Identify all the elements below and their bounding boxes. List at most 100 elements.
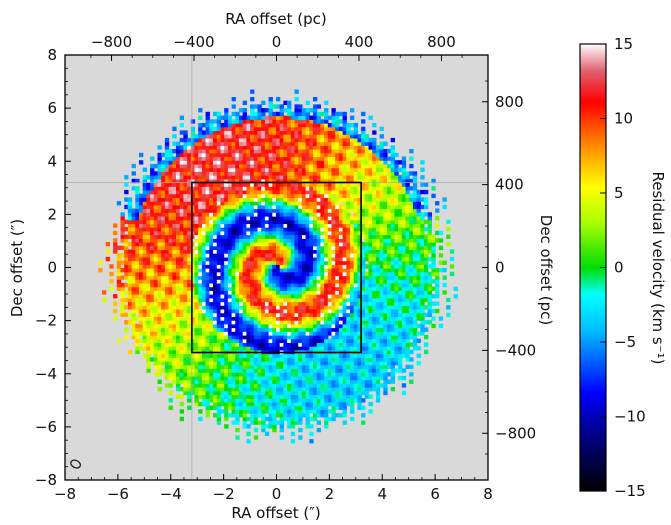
- map-pixel: [139, 282, 144, 288]
- map-pixel: [327, 260, 333, 265]
- map-pixel: [157, 275, 162, 280]
- map-pixel: [224, 234, 229, 239]
- map-pixel: [294, 197, 299, 202]
- map-pixel: [338, 413, 344, 418]
- map-pixel: [194, 193, 199, 199]
- map-pixel: [179, 156, 184, 161]
- map-pixel: [139, 286, 144, 291]
- map-pixel: [313, 372, 318, 377]
- map-pixel: [264, 256, 270, 262]
- map-pixel: [235, 212, 240, 217]
- map-pixel: [283, 353, 288, 358]
- map-pixel: [350, 230, 355, 236]
- map-pixel: [290, 346, 296, 351]
- map-pixel: [272, 375, 277, 381]
- map-pixel: [246, 271, 251, 277]
- map-pixel: [290, 253, 296, 258]
- map-pixel: [153, 268, 159, 273]
- map-pixel: [183, 320, 188, 325]
- map-pixel: [220, 208, 225, 213]
- map-pixel: [268, 97, 273, 102]
- map-pixel: [342, 223, 347, 228]
- map-pixel: [313, 182, 318, 187]
- map-pixel: [153, 201, 159, 206]
- map-pixel: [301, 253, 307, 258]
- map-pixel: [335, 398, 340, 403]
- map-pixel: [183, 189, 188, 195]
- map-pixel: [216, 401, 222, 407]
- map-pixel: [287, 104, 292, 109]
- map-pixel: [209, 212, 214, 217]
- map-pixel: [187, 216, 192, 221]
- map-pixel: [153, 286, 159, 291]
- map-pixel: [239, 201, 244, 206]
- map-pixel: [164, 342, 170, 347]
- map-pixel: [301, 149, 307, 154]
- map-pixel: [324, 115, 329, 120]
- map-pixel: [276, 111, 281, 117]
- map-pixel: [239, 353, 244, 358]
- map-pixel: [257, 338, 262, 344]
- map-pixel: [335, 193, 340, 199]
- map-pixel: [298, 163, 303, 169]
- map-pixel: [242, 197, 247, 202]
- map-pixel: [276, 282, 281, 288]
- map-pixel: [357, 175, 362, 180]
- map-pixel: [157, 316, 162, 321]
- map-pixel: [250, 420, 255, 425]
- map-pixel: [301, 242, 307, 247]
- map-pixel: [290, 264, 296, 269]
- map-pixel: [194, 372, 199, 377]
- map-pixel: [153, 264, 159, 269]
- map-pixel: [194, 375, 199, 381]
- map-pixel: [235, 260, 240, 265]
- map-pixel: [294, 182, 299, 187]
- map-pixel: [257, 357, 262, 362]
- map-pixel: [172, 242, 177, 247]
- map-pixel: [338, 242, 344, 247]
- map-pixel: [261, 275, 266, 280]
- map-pixel: [361, 297, 366, 303]
- map-pixel: [209, 193, 214, 199]
- map-pixel: [257, 141, 262, 146]
- map-pixel: [190, 335, 196, 340]
- map-pixel: [264, 294, 270, 299]
- map-pixel: [231, 242, 236, 247]
- map-pixel: [164, 312, 170, 318]
- map-pixel: [150, 189, 155, 195]
- map-pixel: [264, 320, 270, 325]
- map-pixel: [131, 216, 136, 221]
- map-pixel: [298, 175, 303, 180]
- map-pixel: [216, 152, 222, 158]
- map-pixel: [279, 115, 284, 120]
- map-pixel: [131, 335, 136, 340]
- map-pixel: [313, 171, 318, 176]
- map-pixel: [198, 372, 203, 377]
- map-pixel: [250, 130, 255, 135]
- map-pixel: [298, 413, 303, 418]
- map-pixel: [176, 171, 181, 176]
- map-pixel: [294, 353, 299, 358]
- map-pixel: [350, 108, 355, 113]
- map-pixel: [272, 245, 277, 251]
- map-pixel: [301, 115, 307, 120]
- map-pixel: [261, 323, 266, 329]
- map-pixel: [246, 372, 251, 377]
- map-pixel: [227, 197, 233, 202]
- map-pixel: [276, 227, 281, 232]
- map-pixel: [246, 286, 251, 291]
- map-pixel: [287, 279, 292, 284]
- map-pixel: [331, 208, 336, 213]
- map-pixel: [239, 320, 244, 325]
- map-pixel: [261, 375, 266, 381]
- map-pixel: [179, 212, 184, 217]
- map-pixel: [205, 197, 210, 202]
- map-pixel: [272, 312, 277, 318]
- map-pixel: [327, 145, 333, 150]
- map-pixel: [179, 238, 184, 243]
- map-pixel: [331, 394, 336, 399]
- map-pixel: [153, 316, 159, 321]
- map-pixel: [350, 149, 355, 154]
- map-pixel: [268, 282, 273, 288]
- map-pixel: [305, 390, 310, 396]
